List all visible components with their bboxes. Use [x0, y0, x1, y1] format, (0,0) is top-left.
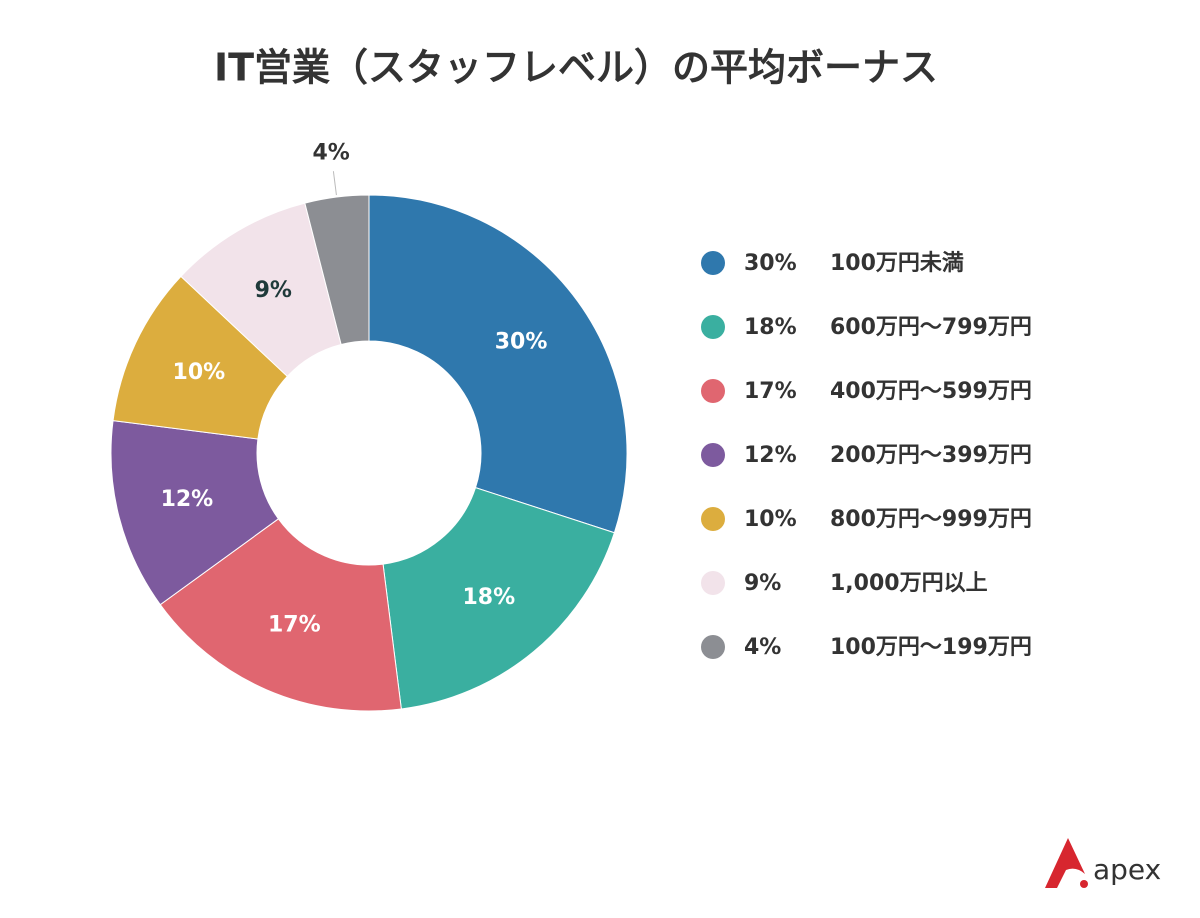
data-label: 17% [268, 613, 321, 638]
legend-label: 600万円〜799万円 [830, 315, 1032, 340]
donut-slice [304, 194, 370, 346]
legend-value: 30% [744, 251, 797, 276]
donut-slice [368, 194, 628, 534]
legend-marker [701, 315, 725, 339]
legend-marker [701, 635, 725, 659]
legend-label: 1,000万円以上 [830, 571, 988, 596]
legend-value: 12% [744, 443, 797, 468]
data-label: 30% [495, 329, 548, 354]
chart-title: IT営業（スタッフレベル）の平均ボーナス [214, 46, 938, 90]
data-label: 18% [462, 585, 515, 610]
data-label: 9% [255, 278, 292, 303]
leader-line [332, 171, 337, 196]
logo-dot [1080, 880, 1088, 888]
donut-slice [159, 518, 402, 712]
legend-value: 4% [744, 635, 781, 660]
legend-label: 400万円〜599万円 [830, 379, 1032, 404]
donut-slice [112, 275, 289, 440]
data-label: 12% [161, 487, 214, 512]
legend-value: 17% [744, 379, 797, 404]
legend-value: 10% [744, 507, 797, 532]
legend-label: 200万円〜399万円 [830, 443, 1032, 468]
legend-label: 100万円〜199万円 [830, 635, 1032, 660]
legend-marker [701, 251, 725, 275]
logo-mark [1045, 838, 1085, 888]
legend-marker [701, 571, 725, 595]
logo-text: apex [1093, 853, 1161, 886]
legend-marker [701, 443, 725, 467]
data-label: 10% [173, 360, 226, 385]
legend-label: 100万円未満 [830, 250, 964, 276]
legend-label: 800万円〜999万円 [830, 507, 1032, 532]
donut-slice [110, 420, 280, 606]
legend-value: 18% [744, 315, 797, 340]
legend-marker [701, 379, 725, 403]
donut-slice [382, 486, 616, 710]
legend-value: 9% [744, 571, 781, 596]
legend-marker [701, 507, 725, 531]
data-label: 4% [312, 140, 349, 165]
